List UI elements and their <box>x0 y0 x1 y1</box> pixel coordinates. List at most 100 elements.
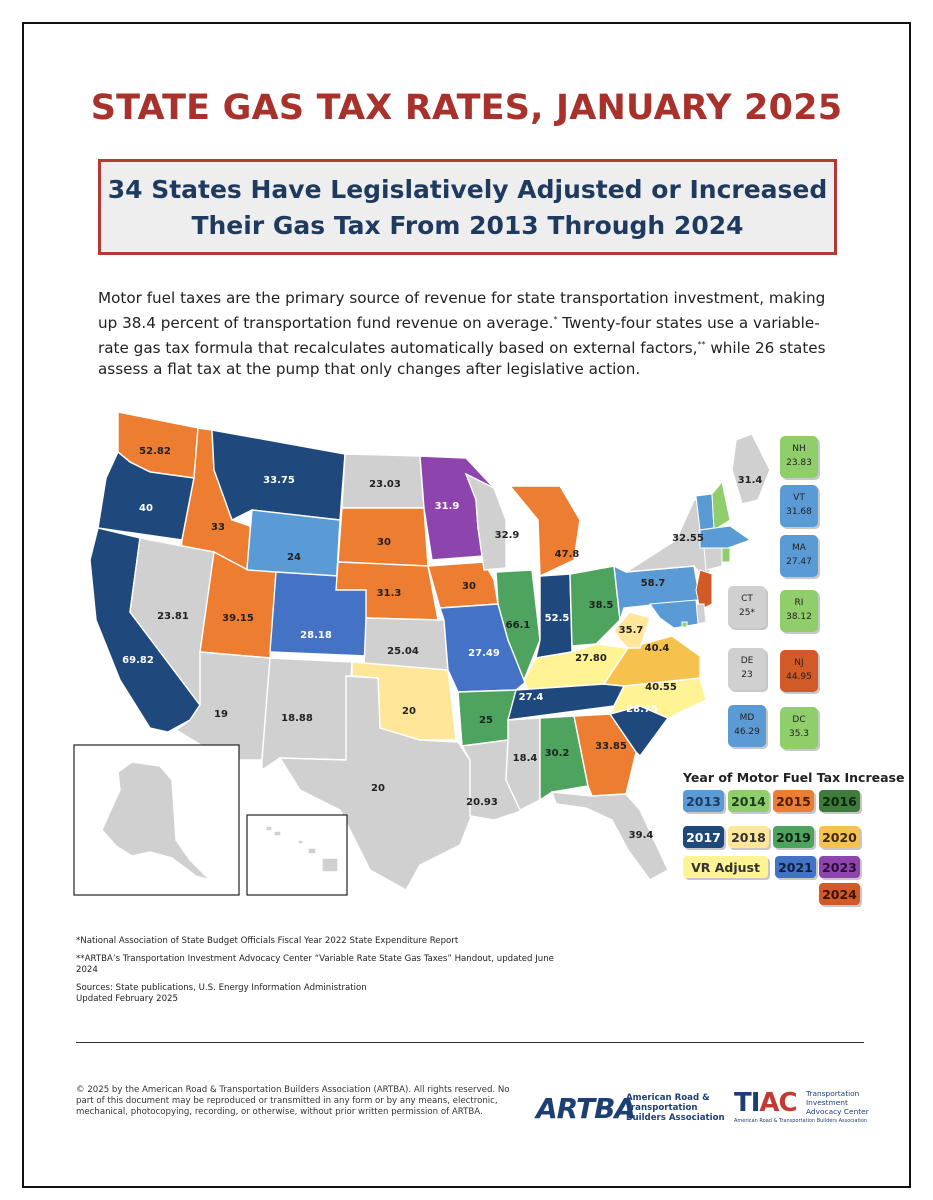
state-ks <box>363 617 449 671</box>
state-rate-ut: 39.15 <box>222 613 254 624</box>
state-rate-ks: 25.04 <box>387 646 419 657</box>
legend-swatch <box>683 790 724 812</box>
state-rate-nv: 23.81 <box>157 611 189 622</box>
footnotes: *National Association of State Budget Of… <box>76 936 576 1005</box>
callout-ri: RI 38.12 <box>780 590 820 634</box>
legend-item-2018: 2018 <box>728 826 771 850</box>
page-title: STATE GAS TAX RATES, JANUARY 2025 <box>90 88 843 128</box>
footnote-2: **ARTBA’s Transportation Investment Advo… <box>76 954 554 975</box>
state-rate-la: 20.93 <box>466 797 498 808</box>
state-rate-ok: 20 <box>402 706 416 717</box>
legend-swatch <box>728 790 769 812</box>
state-rate-ne: 31.3 <box>377 588 402 599</box>
legend-label: 2024 <box>822 887 857 902</box>
callout-abbr: CT <box>741 594 753 604</box>
callout-rate: 35.3 <box>789 729 809 739</box>
state-rate-mi: 47.8 <box>555 549 580 560</box>
legend-item-vr-adjust: VR Adjust <box>683 856 770 880</box>
state-rate-or: 40 <box>139 503 153 514</box>
footnote-1: *National Association of State Budget Of… <box>76 936 459 946</box>
subtitle-line-1: 34 States Have Legislatively Adjusted or… <box>107 175 828 204</box>
sources-line: Sources: State publications, U.S. Energy… <box>76 983 367 993</box>
intro-text-1: Motor fuel taxes are the primary source … <box>98 289 826 333</box>
legend-item-2020: 2020 <box>819 826 862 850</box>
legend-label: 2016 <box>822 794 857 809</box>
callout-abbr: NJ <box>794 658 803 668</box>
state-rate-il: 66.1 <box>506 620 531 631</box>
callout-box <box>780 436 818 478</box>
legend-item-2024: 2024 <box>819 883 862 907</box>
state-ri <box>721 547 731 563</box>
artba-logo: ARTBA American Road & Transportation Bui… <box>536 1090 726 1130</box>
state-dc <box>681 621 688 628</box>
legend-label: 2019 <box>776 830 811 845</box>
state-rate-ia: 30 <box>462 581 476 592</box>
callout-abbr: MA <box>792 543 807 553</box>
state-rate-ar: 25 <box>479 715 493 726</box>
state-rate-sc: 28.75 <box>626 704 658 715</box>
state-nj <box>695 569 713 611</box>
intro-text-3: while 26 states assess a flat tax at the… <box>98 339 826 379</box>
state-rate-al: 30.2 <box>545 748 570 759</box>
callout-nh: NH 23.83 <box>780 436 820 480</box>
state-oh <box>569 565 621 647</box>
state-rate-nd: 23.03 <box>369 479 401 490</box>
callout-box <box>780 485 818 527</box>
legend-swatch <box>819 790 860 812</box>
callout-rate: 25* <box>739 608 755 618</box>
callout-abbr: NH <box>792 444 806 454</box>
rate-labels-layer: 52.82 40 69.82 33 23.81 33.75 24 39.15 19 28.18 18… <box>122 446 762 869</box>
legend-item-2021: 2021 <box>775 856 818 880</box>
callout-rate: 31.68 <box>786 507 812 517</box>
state-hi <box>265 825 339 873</box>
legend-swatch <box>683 826 724 848</box>
tiac-logo: TIAC Transportation Investment Advocacy … <box>734 1088 874 1128</box>
state-rate-wi: 32.9 <box>495 530 520 541</box>
legend-swatch <box>775 856 816 878</box>
callout-dc: DC 35.3 <box>780 707 820 751</box>
tiac-logo-word: TIAC <box>734 1088 798 1118</box>
callout-abbr: DE <box>741 656 754 666</box>
intro-text-2: Twenty-four states use a variable-rate g… <box>98 314 820 358</box>
legend-label: 2015 <box>776 794 811 809</box>
states-layer <box>89 411 771 891</box>
legend-swatch <box>728 826 769 848</box>
legend-item-2015: 2015 <box>773 790 816 814</box>
callout-rate: 27.47 <box>786 557 812 567</box>
state-ct <box>703 547 723 571</box>
callout-box <box>780 590 818 632</box>
state-rate-in: 52.5 <box>545 613 570 624</box>
callout-de: DE 23 <box>728 648 768 692</box>
state-md <box>649 599 699 629</box>
callout-abbr: MD <box>740 713 755 723</box>
legend-title: Year of Motor Fuel Tax Increase <box>683 770 905 785</box>
state-rate-ca: 69.82 <box>122 655 154 666</box>
state-rate-co: 28.18 <box>300 630 332 641</box>
state-ak <box>101 761 213 882</box>
legend-item-2017: 2017 <box>683 826 726 850</box>
callout-box <box>780 650 818 692</box>
state-rate-nc: 40.55 <box>645 682 677 693</box>
intro-paragraph: Motor fuel taxes are the primary source … <box>98 288 838 380</box>
callout-box <box>728 648 766 690</box>
state-nh <box>711 480 731 531</box>
callout-rate: 23 <box>741 670 752 680</box>
legend-swatch <box>819 856 860 878</box>
updated-line: Updated February 2025 <box>76 994 178 1004</box>
state-rate-az: 19 <box>214 709 228 720</box>
state-rate-wv: 35.7 <box>619 625 644 636</box>
callout-abbr: RI <box>795 598 804 608</box>
legend-layer: 2013 2014 2015 2016 2017 2018 2019 2020 VR Adjus… <box>683 790 862 907</box>
state-fl <box>550 791 669 881</box>
state-rate-mn: 31.9 <box>435 501 460 512</box>
callout-box <box>728 586 766 628</box>
tiac-logo-subtitle: Transportation Investment Advocacy Cente… <box>806 1089 869 1116</box>
state-rate-tx: 20 <box>371 783 385 794</box>
legend-label: 2014 <box>731 794 766 809</box>
state-mi <box>508 485 581 578</box>
legend-item-2014: 2014 <box>728 790 771 814</box>
copyright-notice: © 2025 by the American Road & Transporta… <box>76 1085 510 1117</box>
state-rate-ky: 27.80 <box>575 653 607 664</box>
tiac-logo-footer: American Road & Transportation Builders … <box>734 1118 868 1124</box>
callout-abbr: DC <box>792 715 805 725</box>
